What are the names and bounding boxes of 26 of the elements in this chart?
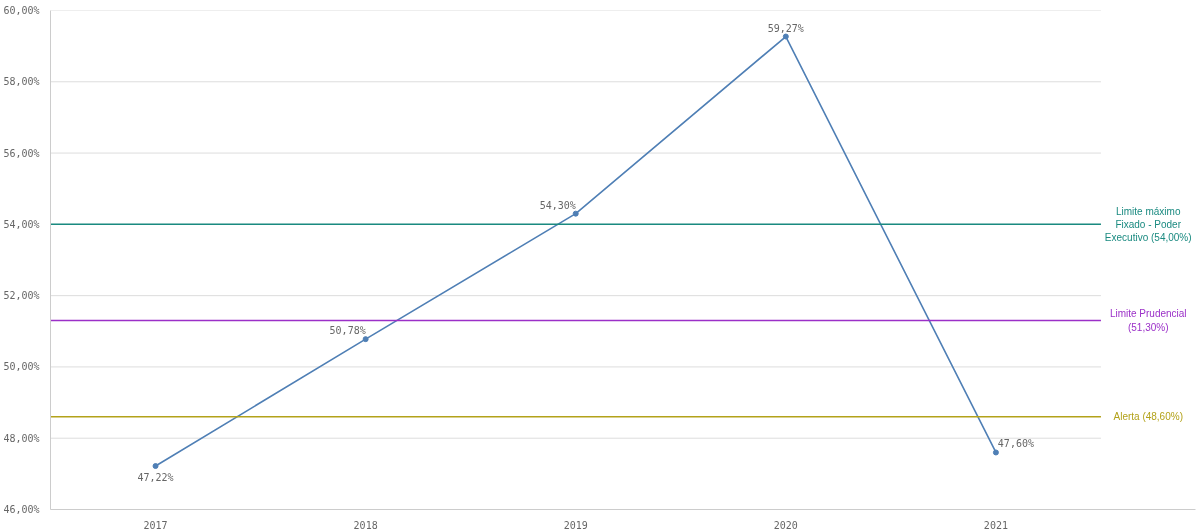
data-label: 54,30%	[539, 199, 576, 211]
x-tick-label: 2021	[983, 519, 1008, 531]
x-tick-label: 2017	[143, 519, 168, 531]
x-tick-label: 2018	[353, 519, 378, 531]
x-tick-label: 2020	[773, 519, 798, 531]
y-tick-label: 50,00%	[3, 361, 40, 373]
point	[572, 210, 579, 217]
y-tick-label: 58,00%	[3, 76, 40, 88]
y-tick-label: 48,00%	[3, 432, 40, 444]
x-tick-label: 2019	[563, 519, 588, 531]
y-tick-label: 46,00%	[3, 504, 40, 515]
point	[152, 463, 159, 470]
ref-line-label: Limite máximo Fixado - Poder Executivo (54,00%)	[1104, 205, 1192, 244]
y-tick-label: 52,00%	[3, 290, 40, 302]
data-label: 47,22%	[137, 472, 174, 484]
data-label: 50,78%	[329, 325, 366, 337]
y-tick-label: 60,00%	[3, 5, 40, 16]
y-tick-label: 56,00%	[3, 147, 40, 159]
y-tick-label: 54,00%	[3, 218, 40, 230]
data-label: 47,60%	[997, 438, 1034, 450]
point	[782, 33, 789, 40]
point	[362, 336, 369, 343]
ref-line-label: Alerta (48,60%)	[1113, 411, 1183, 423]
ref-line-label: Limite Prudencial (51,30%)	[1109, 308, 1187, 333]
data-label: 59,27%	[767, 22, 804, 34]
point	[992, 449, 999, 456]
